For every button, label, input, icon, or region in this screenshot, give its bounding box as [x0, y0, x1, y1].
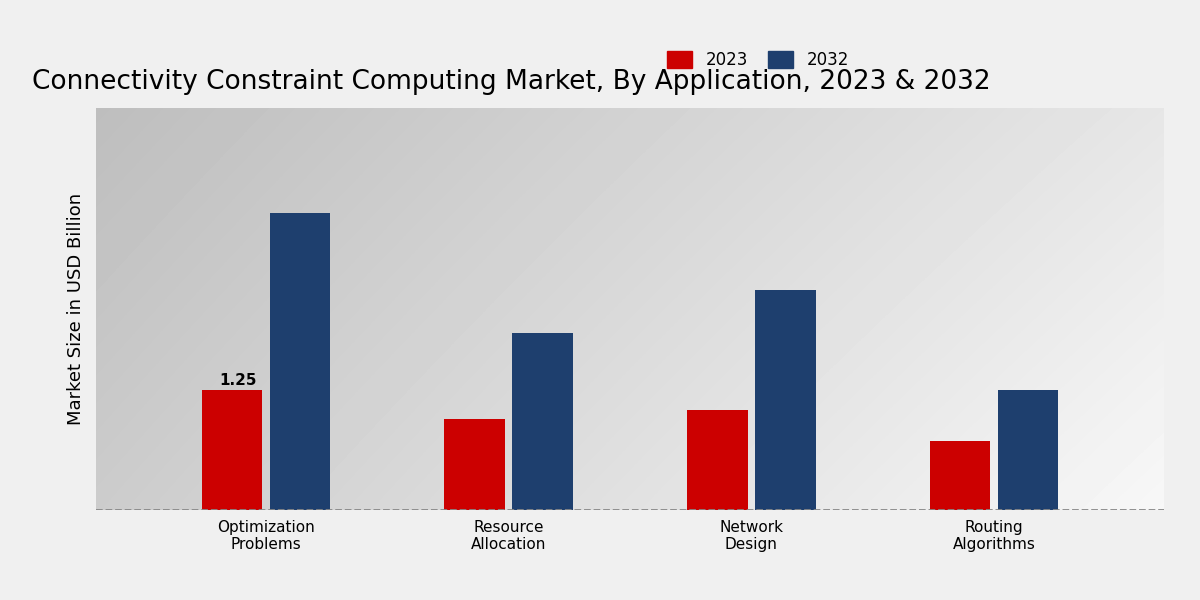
Bar [444, 419, 505, 510]
Bar [688, 409, 748, 510]
Bar [270, 213, 330, 510]
Bar [997, 391, 1058, 510]
Bar [930, 441, 990, 510]
Y-axis label: Market Size in USD Billion: Market Size in USD Billion [67, 193, 85, 425]
Text: 1.25: 1.25 [220, 373, 257, 388]
Text: Connectivity Constraint Computing Market, By Application, 2023 & 2032: Connectivity Constraint Computing Market… [32, 68, 990, 95]
Bar [512, 333, 572, 510]
Bar [202, 391, 263, 510]
Legend: 2023, 2032: 2023, 2032 [661, 44, 856, 76]
Bar [755, 290, 816, 510]
